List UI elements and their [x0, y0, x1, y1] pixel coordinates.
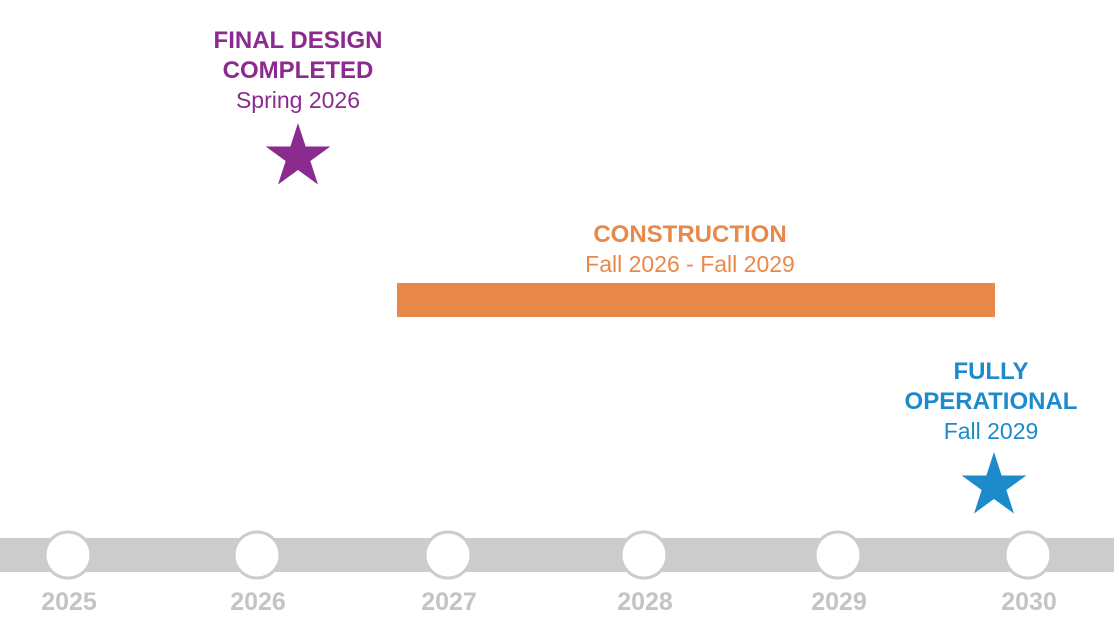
construction-date: Fall 2026 - Fall 2029 — [585, 251, 795, 277]
year-label-2030: 2030 — [1001, 588, 1057, 616]
year-label-2028: 2028 — [617, 588, 673, 616]
year-node-2026 — [232, 530, 282, 580]
year-label-2025: 2025 — [41, 588, 97, 616]
final-design-title-line1: FINAL DESIGN — [214, 27, 383, 54]
fully-operational-star-icon — [961, 452, 1027, 514]
final-design-title-line2: COMPLETED — [223, 57, 374, 84]
construction-bar — [397, 283, 995, 317]
year-nodes — [43, 530, 1053, 580]
year-label-2026: 2026 — [230, 588, 286, 616]
final-design-star-icon — [265, 123, 331, 185]
fully-operational-date: Fall 2029 — [944, 418, 1039, 444]
fully-operational-title-line1: FULLY — [953, 358, 1028, 385]
year-labels: 2025 2026 2027 2028 2029 2030 — [41, 588, 1057, 616]
year-label-2029: 2029 — [811, 588, 867, 616]
final-design-date: Spring 2026 — [236, 87, 360, 113]
year-node-2029 — [813, 530, 863, 580]
year-label-2027: 2027 — [421, 588, 477, 616]
phase-construction: CONSTRUCTION Fall 2026 - Fall 2029 — [397, 221, 995, 317]
year-node-2027 — [423, 530, 473, 580]
fully-operational-title-line2: OPERATIONAL — [905, 388, 1078, 415]
year-node-2030 — [1003, 530, 1053, 580]
year-node-2025 — [43, 530, 93, 580]
milestone-final-design: FINAL DESIGN COMPLETED Spring 2026 — [214, 27, 383, 185]
year-node-2028 — [619, 530, 669, 580]
milestone-fully-operational: FULLY OPERATIONAL Fall 2029 — [905, 358, 1078, 514]
timeline-track — [0, 538, 1114, 572]
construction-title: CONSTRUCTION — [593, 221, 786, 248]
